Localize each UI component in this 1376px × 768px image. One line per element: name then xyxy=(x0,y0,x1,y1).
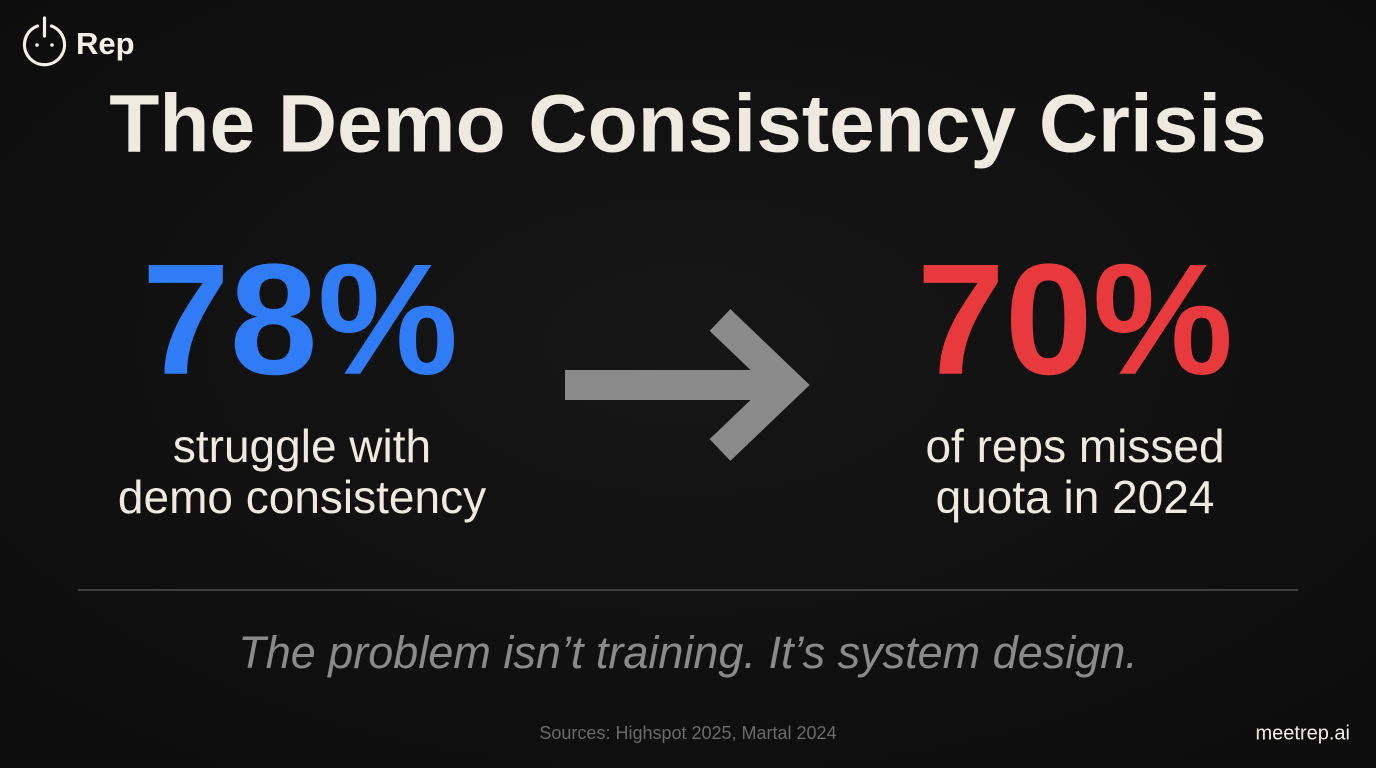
stat-caption: struggle with xyxy=(173,420,431,472)
stat-caption: of reps missed xyxy=(925,420,1224,472)
logo-icon xyxy=(22,16,67,67)
stat-figure: 78% xyxy=(142,232,458,408)
arrow xyxy=(565,309,810,461)
tagline: The problem isn’t training. It’s system … xyxy=(238,627,1138,678)
title: The Demo Consistency Crisis xyxy=(109,79,1266,170)
site-url: meetrep.ai xyxy=(1256,722,1351,744)
stat-caption: demo consistency xyxy=(118,471,486,523)
brand-name: Rep xyxy=(76,26,135,61)
stat-caption: quota in 2024 xyxy=(936,471,1215,523)
sources: Sources: Highspot 2025, Martal 2024 xyxy=(539,723,836,743)
stat-figure: 70% xyxy=(917,232,1233,408)
